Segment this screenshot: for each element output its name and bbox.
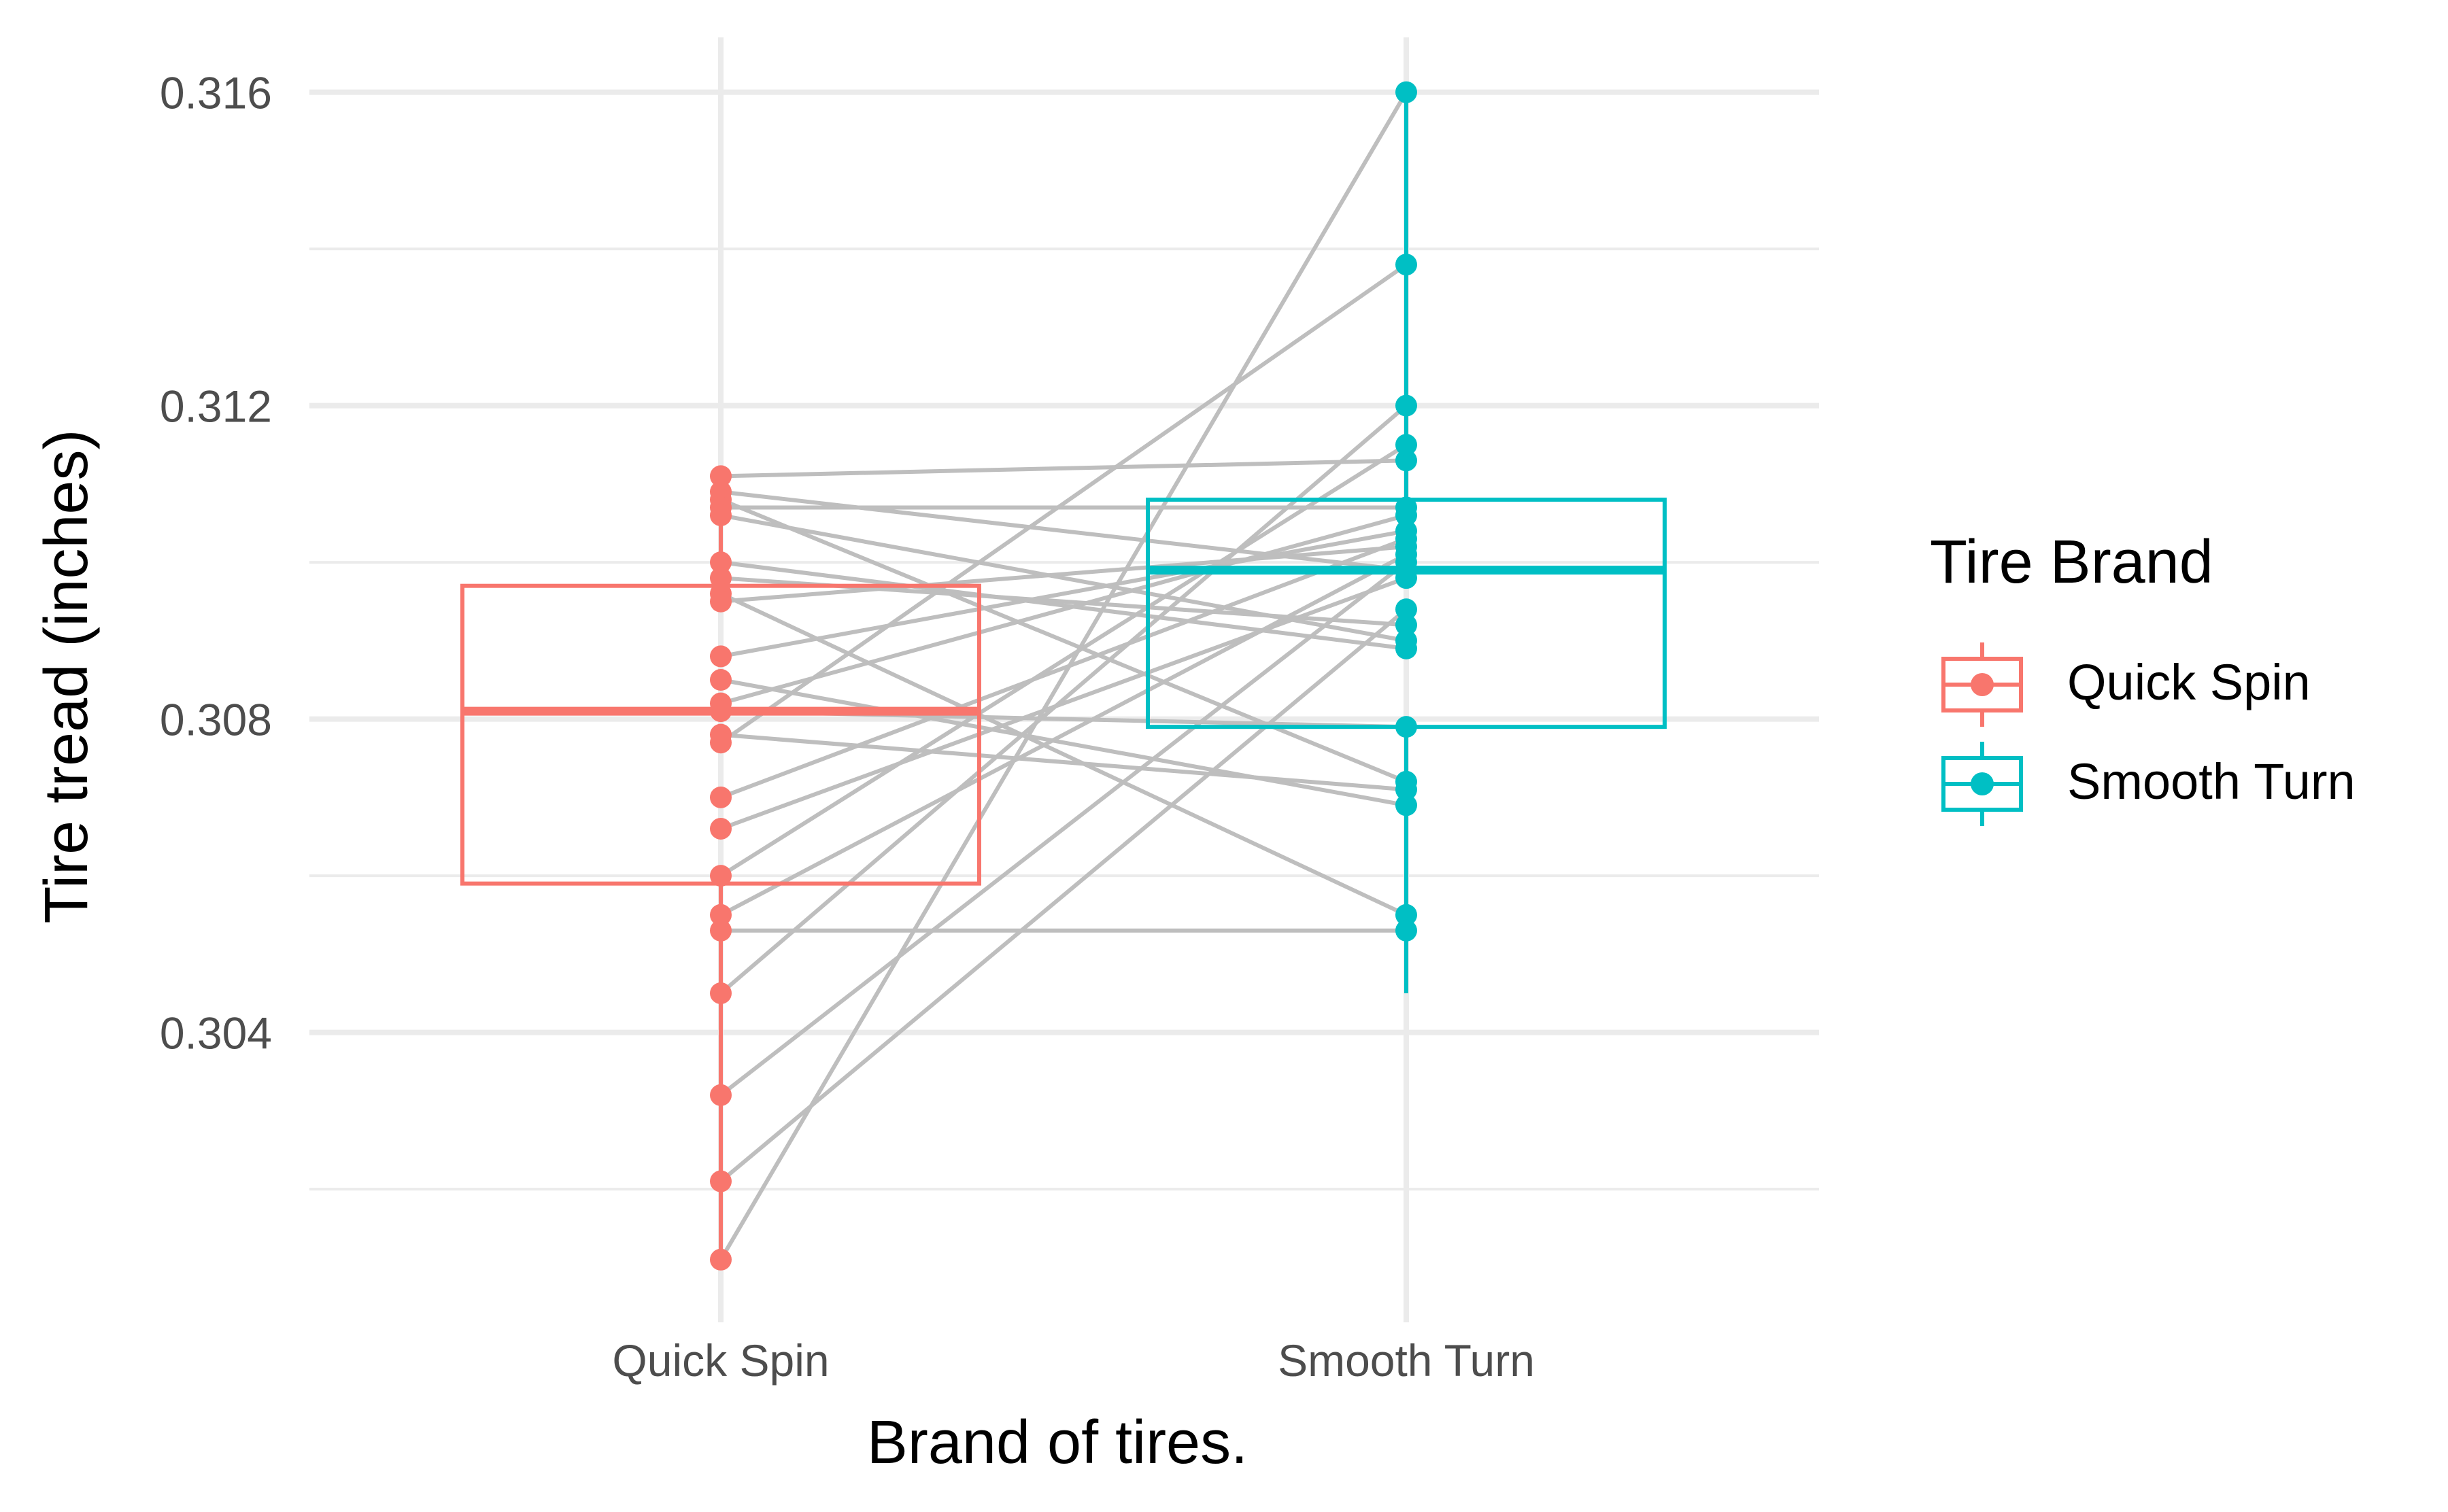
pair-line xyxy=(720,732,1407,792)
point-smooth-turn xyxy=(1395,614,1417,636)
point-quick-spin xyxy=(710,465,732,487)
x-tick-label: Quick Spin xyxy=(612,1335,829,1386)
point-smooth-turn xyxy=(1395,254,1417,276)
point-quick-spin xyxy=(710,982,732,1004)
pair-line xyxy=(720,678,1407,808)
y-tick-label: 0.308 xyxy=(160,695,272,745)
pair-line xyxy=(719,576,1408,831)
y-tick-label: 0.316 xyxy=(160,68,272,118)
point-smooth-turn xyxy=(1395,434,1417,456)
point-quick-spin xyxy=(710,551,732,574)
point-smooth-turn xyxy=(1395,528,1417,550)
y-tick-label: 0.312 xyxy=(160,381,272,432)
point-quick-spin xyxy=(710,786,732,808)
paired-lines xyxy=(719,91,1408,1261)
pair-line xyxy=(719,560,1408,1097)
legend-key-point xyxy=(1971,772,1994,795)
x-axis-title: Brand of tires. xyxy=(867,1409,1248,1477)
legend-key-quick-spin xyxy=(1941,642,2023,727)
point-smooth-turn xyxy=(1395,778,1417,801)
point-smooth-turn xyxy=(1395,394,1417,417)
point-smooth-turn xyxy=(1395,81,1417,103)
point-quick-spin xyxy=(710,1248,732,1271)
pair-line xyxy=(720,560,1407,651)
point-quick-spin xyxy=(710,669,732,691)
pair-line xyxy=(720,545,1407,604)
point-quick-spin xyxy=(710,504,732,526)
y-tick-label: 0.304 xyxy=(160,1008,272,1059)
point-quick-spin xyxy=(710,645,732,668)
point-quick-spin xyxy=(710,700,732,723)
pair-line xyxy=(719,404,1408,995)
legend-label-smooth-turn: Smooth Turn xyxy=(2067,753,2356,810)
point-smooth-turn xyxy=(1395,567,1417,589)
pair-line xyxy=(720,458,1407,479)
point-quick-spin xyxy=(710,1170,732,1192)
point-smooth-turn xyxy=(1395,904,1417,926)
point-quick-spin xyxy=(710,919,732,942)
pair-line xyxy=(719,91,1408,1261)
point-smooth-turn xyxy=(1395,598,1417,621)
legend: Tire Brand Quick Spin Smooth Turn xyxy=(1930,528,2356,826)
point-quick-spin xyxy=(710,732,732,754)
pair-line xyxy=(719,498,1408,784)
pair-line xyxy=(719,262,1408,744)
point-smooth-turn xyxy=(1395,504,1417,526)
point-quick-spin xyxy=(710,1084,732,1106)
pair-line xyxy=(719,552,1408,917)
legend-keys xyxy=(1941,642,2023,826)
point-quick-spin xyxy=(710,590,732,613)
point-quick-spin xyxy=(710,865,732,887)
pair-line xyxy=(719,536,1408,800)
legend-label-quick-spin: Quick Spin xyxy=(2067,654,2311,710)
pair-line xyxy=(720,529,1407,659)
point-quick-spin xyxy=(710,904,732,926)
data-points xyxy=(710,81,1417,1271)
pair-line xyxy=(720,513,1407,706)
point-smooth-turn xyxy=(1395,449,1417,472)
point-smooth-turn xyxy=(1395,919,1417,942)
pair-line xyxy=(719,443,1408,878)
x-axis-ticks: Quick Spin Smooth Turn xyxy=(612,1335,1535,1386)
point-smooth-turn xyxy=(1395,637,1417,659)
point-quick-spin xyxy=(710,567,732,589)
pair-line xyxy=(719,607,1408,1183)
point-quick-spin xyxy=(710,817,732,840)
legend-key-point xyxy=(1971,673,1994,696)
point-smooth-turn xyxy=(1395,716,1417,738)
x-tick-label: Smooth Turn xyxy=(1278,1335,1535,1386)
point-smooth-turn xyxy=(1395,551,1417,574)
y-axis-ticks: 0.304 0.308 0.312 0.316 xyxy=(160,68,272,1059)
point-smooth-turn xyxy=(1395,794,1417,817)
legend-key-smooth-turn xyxy=(1941,742,2023,826)
legend-title: Tire Brand xyxy=(1930,528,2213,596)
y-axis-title: Tire tread (inches) xyxy=(33,430,101,924)
grid-lines xyxy=(309,37,1819,1322)
pair-line xyxy=(719,591,1408,917)
